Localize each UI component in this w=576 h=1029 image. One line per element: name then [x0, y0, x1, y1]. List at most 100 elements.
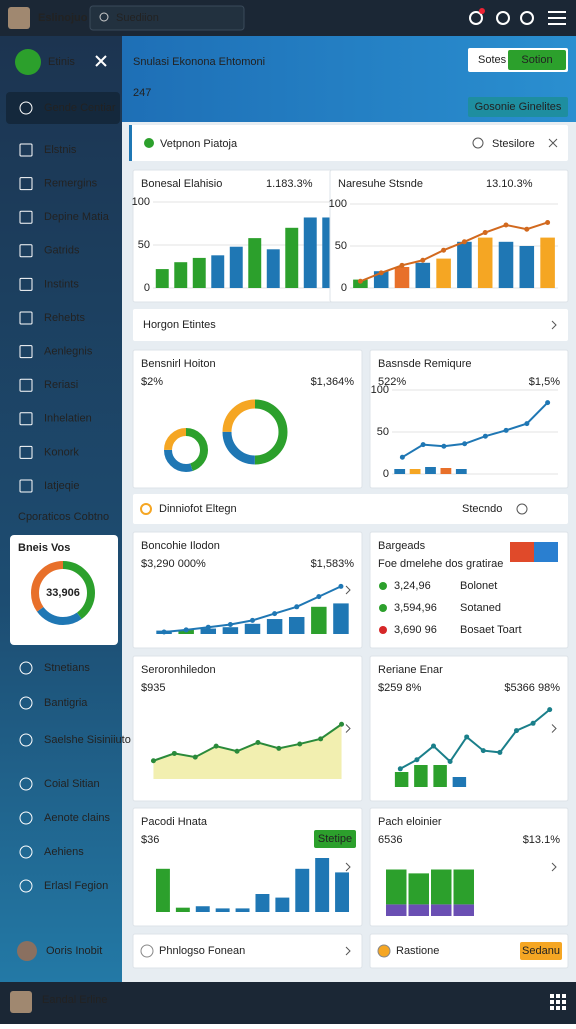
panel-search[interactable]: Stesilore	[492, 138, 535, 150]
chevron[interactable]	[345, 946, 351, 956]
nav-item[interactable]: Remergins	[44, 178, 98, 190]
card-value: 522%	[378, 376, 406, 388]
nav-item[interactable]: Reriasi	[44, 379, 78, 391]
bar	[394, 469, 406, 474]
logo-text: Etinis	[48, 56, 75, 68]
card-value2: $13.1%	[523, 834, 561, 846]
bar	[415, 262, 431, 288]
nav-item[interactable]: Stnetians	[44, 662, 90, 674]
card-value2: $5366 98%	[504, 682, 560, 694]
point	[378, 270, 384, 276]
point	[420, 442, 426, 448]
header-action[interactable]	[468, 97, 568, 117]
nav-item[interactable]: Iatjeqie	[44, 480, 79, 492]
nav-item[interactable]: Saelshe Sisiniiuto	[44, 734, 131, 746]
grid-icon	[562, 1000, 566, 1004]
top-icon[interactable]	[496, 11, 510, 25]
card-button-text[interactable]: Stetipe	[318, 833, 352, 845]
point	[503, 222, 509, 228]
bar	[414, 765, 428, 787]
card-button[interactable]	[314, 830, 356, 848]
point	[205, 624, 211, 630]
bar-segment	[431, 904, 452, 916]
card-title: Bonesal Elahisio	[141, 178, 222, 190]
donut-segment	[222, 399, 288, 465]
header-button[interactable]: Sotion	[521, 54, 552, 66]
bar	[285, 227, 299, 288]
list-subtitle: Foe dmelehe dos gratirae	[378, 558, 503, 570]
nav-item[interactable]: Aenote clains	[44, 812, 111, 824]
point	[399, 262, 405, 268]
section	[133, 309, 568, 341]
top-icon[interactable]	[469, 11, 483, 25]
chevron[interactable]	[551, 724, 557, 733]
chevron[interactable]	[345, 724, 351, 733]
nav-item[interactable]: Konork	[44, 446, 79, 458]
card-value: $935	[141, 682, 165, 694]
nav-item[interactable]: Erlasl Fegion	[44, 880, 108, 892]
list-label: Sotaned	[460, 602, 501, 614]
point	[234, 748, 240, 754]
card	[132, 349, 363, 489]
nav-item[interactable]: Depine Matia	[44, 211, 110, 223]
card-button-text[interactable]: Sedanu	[522, 945, 560, 957]
point	[338, 583, 344, 589]
nav-item[interactable]: Bantigria	[44, 697, 88, 709]
bar	[457, 241, 472, 288]
chevron[interactable]	[345, 585, 351, 595]
card-value2: $1,583%	[311, 558, 355, 570]
bar-segment	[431, 869, 452, 905]
card-value: 13.10.3%	[486, 178, 533, 190]
donut-segment	[222, 399, 288, 465]
avatar	[8, 7, 30, 29]
point	[441, 443, 447, 449]
nav-item[interactable]: Aehiens	[44, 846, 84, 858]
nav-item[interactable]: Aenlegnis	[44, 346, 93, 358]
search-box[interactable]	[89, 5, 245, 31]
section-search[interactable]: Stecndo	[462, 503, 502, 515]
card-title: Seroronhiledon	[141, 664, 216, 676]
bar	[394, 772, 409, 787]
panel-accent	[129, 125, 132, 161]
nav-item[interactable]: Inhelatien	[44, 413, 92, 425]
header-button-bg[interactable]	[508, 50, 566, 70]
toggle[interactable]	[510, 542, 534, 562]
bar	[353, 279, 368, 288]
grid-icon	[550, 994, 554, 998]
card-value2: $1,5%	[529, 376, 560, 388]
close-icon[interactable]	[95, 55, 107, 67]
nav-icon	[19, 277, 33, 291]
card-button[interactable]	[520, 942, 562, 960]
bar	[174, 262, 188, 288]
header-button[interactable]: Sotes	[478, 54, 507, 66]
header-action-text[interactable]: Gosonie Ginelites	[475, 101, 562, 113]
nav-icon	[19, 412, 33, 426]
nav-item[interactable]: Gatrids	[44, 245, 80, 257]
nav-item[interactable]: Rehebts	[44, 312, 85, 324]
chevron[interactable]	[551, 862, 557, 872]
bar	[425, 467, 436, 474]
active-item[interactable]	[6, 92, 120, 124]
point	[545, 219, 551, 225]
grid-icon	[556, 1006, 560, 1010]
sidebar-card	[10, 535, 118, 645]
bar	[409, 469, 421, 474]
point	[431, 743, 436, 749]
nav-item[interactable]: Instints	[44, 278, 79, 290]
close-icon[interactable]	[548, 138, 558, 148]
grid-icon	[562, 1006, 566, 1010]
point	[276, 745, 282, 751]
nav-item[interactable]: Coial Sitian	[44, 778, 100, 790]
chevron[interactable]	[551, 320, 557, 330]
top-icon[interactable]	[520, 11, 534, 25]
point	[318, 736, 324, 742]
toggle[interactable]	[534, 542, 558, 562]
chevron[interactable]	[345, 862, 351, 872]
section	[133, 494, 568, 524]
point	[161, 629, 167, 635]
nav-item[interactable]: Gende Centiar	[44, 102, 116, 114]
nav-item[interactable]: Elstnis	[44, 144, 77, 156]
bar	[311, 606, 327, 634]
card-title: Pach eloinier	[378, 816, 442, 828]
